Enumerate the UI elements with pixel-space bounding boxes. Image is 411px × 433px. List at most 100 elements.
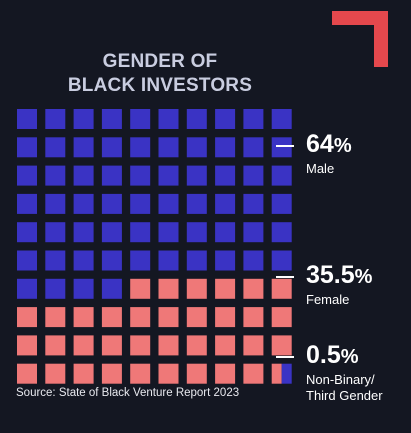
waffle-cell-female (45, 335, 66, 356)
waffle-cell-male (158, 222, 179, 243)
waffle-cell-nonbinary (281, 363, 292, 384)
waffle-cell-male (17, 250, 37, 271)
waffle-cell-male (158, 193, 179, 214)
waffle-cell-male (17, 165, 37, 186)
waffle-cell-male (73, 137, 94, 158)
waffle-cell-male (101, 250, 122, 271)
nonbinary-label-dash (276, 356, 294, 358)
waffle-cell-female (243, 363, 264, 384)
chart-title-line-2: BLACK INVESTORS (67, 75, 253, 96)
waffle-cell-male (101, 165, 122, 186)
waffle-cell-male (101, 193, 122, 214)
waffle-cell-female (158, 278, 179, 299)
waffle-cell-male (130, 109, 151, 129)
male-label-dash (276, 145, 294, 147)
waffle-cell-male (17, 278, 37, 299)
waffle-cell-male (243, 109, 264, 129)
waffle-cell-female (158, 363, 179, 384)
waffle-cell-male (243, 165, 264, 186)
waffle-cell-male (130, 222, 151, 243)
waffle-cell-female (186, 307, 207, 328)
waffle-cell-male (215, 109, 236, 129)
waffle-cell-male (101, 278, 122, 299)
waffle-cell-male (17, 222, 37, 243)
chart-title-line-1: GENDER OF (102, 51, 218, 72)
waffle-cell-male (215, 250, 236, 271)
waffle-cell-female (130, 278, 151, 299)
waffle-cell-male (243, 250, 264, 271)
female-category-label: Female (306, 292, 350, 307)
waffle-cell-male (130, 137, 151, 158)
female-label-dash (276, 276, 294, 278)
waffle-cell-male (45, 109, 66, 129)
waffle-cell-male (271, 137, 292, 158)
nonbinary-percent-symbol: % (340, 346, 359, 368)
waffle-cell-female (271, 335, 292, 356)
waffle-cell-male (186, 222, 207, 243)
waffle-cell-male (101, 222, 122, 243)
nonbinary-percent-value: 0.5 (306, 341, 341, 369)
waffle-cell-female (73, 335, 94, 356)
male-category-label: Male (306, 161, 335, 176)
waffle-cell-female (101, 363, 122, 384)
male-percent-symbol: % (333, 135, 352, 157)
nonbinary-category-label: Non-Binary/ Third Gender (306, 372, 383, 404)
waffle-cell-male (243, 137, 264, 158)
waffle-cell-female (243, 278, 264, 299)
waffle-cell-female (271, 363, 282, 384)
waffle-cell-male (215, 193, 236, 214)
waffle-cell-male (17, 193, 37, 214)
waffle-cell-female (130, 363, 151, 384)
waffle-cell-male (215, 222, 236, 243)
waffle-cell-male (186, 137, 207, 158)
male-percent: 64% (306, 130, 352, 160)
waffle-cell-male (186, 109, 207, 129)
waffle-cell-male (186, 250, 207, 271)
male-percent-value: 64 (306, 130, 334, 158)
chart-title: GENDER OF BLACK INVESTORS (40, 50, 280, 98)
waffle-cell-male (73, 222, 94, 243)
waffle-cell-female (186, 278, 207, 299)
waffle-cell-female (101, 307, 122, 328)
waffle-cell-male (17, 109, 37, 129)
waffle-cell-male (158, 109, 179, 129)
waffle-cell-male (45, 222, 66, 243)
nonbinary-category-line-2: Third Gender (306, 388, 383, 403)
waffle-cell-male (130, 250, 151, 271)
waffle-cell-male (45, 250, 66, 271)
waffle-cell-female (130, 335, 151, 356)
waffle-cell-male (158, 165, 179, 186)
waffle-cell-female (271, 278, 292, 299)
waffle-cell-male (101, 109, 122, 129)
waffle-cell-male (130, 193, 151, 214)
waffle-cell-female (271, 307, 292, 328)
waffle-cell-female (215, 307, 236, 328)
waffle-cell-female (186, 335, 207, 356)
waffle-cell-female (130, 307, 151, 328)
waffle-cell-female (73, 307, 94, 328)
waffle-cell-female (73, 363, 94, 384)
waffle-cell-female (215, 363, 236, 384)
waffle-cell-male (73, 250, 94, 271)
waffle-cell-female (17, 335, 37, 356)
female-percent-symbol: % (354, 266, 373, 288)
waffle-cell-male (101, 137, 122, 158)
waffle-cell-female (243, 335, 264, 356)
waffle-cell-male (130, 165, 151, 186)
waffle-cell-female (243, 307, 264, 328)
waffle-cell-female (158, 335, 179, 356)
waffle-cell-male (243, 222, 264, 243)
waffle-cell-male (45, 137, 66, 158)
waffle-cell-male (158, 250, 179, 271)
female-percent-value: 35.5 (306, 261, 355, 289)
waffle-cell-male (73, 109, 94, 129)
waffle-cell-female (215, 278, 236, 299)
waffle-cell-male (186, 193, 207, 214)
source-note: Source: State of Black Venture Report 20… (16, 387, 240, 399)
waffle-cell-male (271, 109, 292, 129)
waffle-cell-female (17, 307, 37, 328)
waffle-cell-male (186, 165, 207, 186)
waffle-cell-male (158, 137, 179, 158)
waffle-cell-male (271, 222, 292, 243)
